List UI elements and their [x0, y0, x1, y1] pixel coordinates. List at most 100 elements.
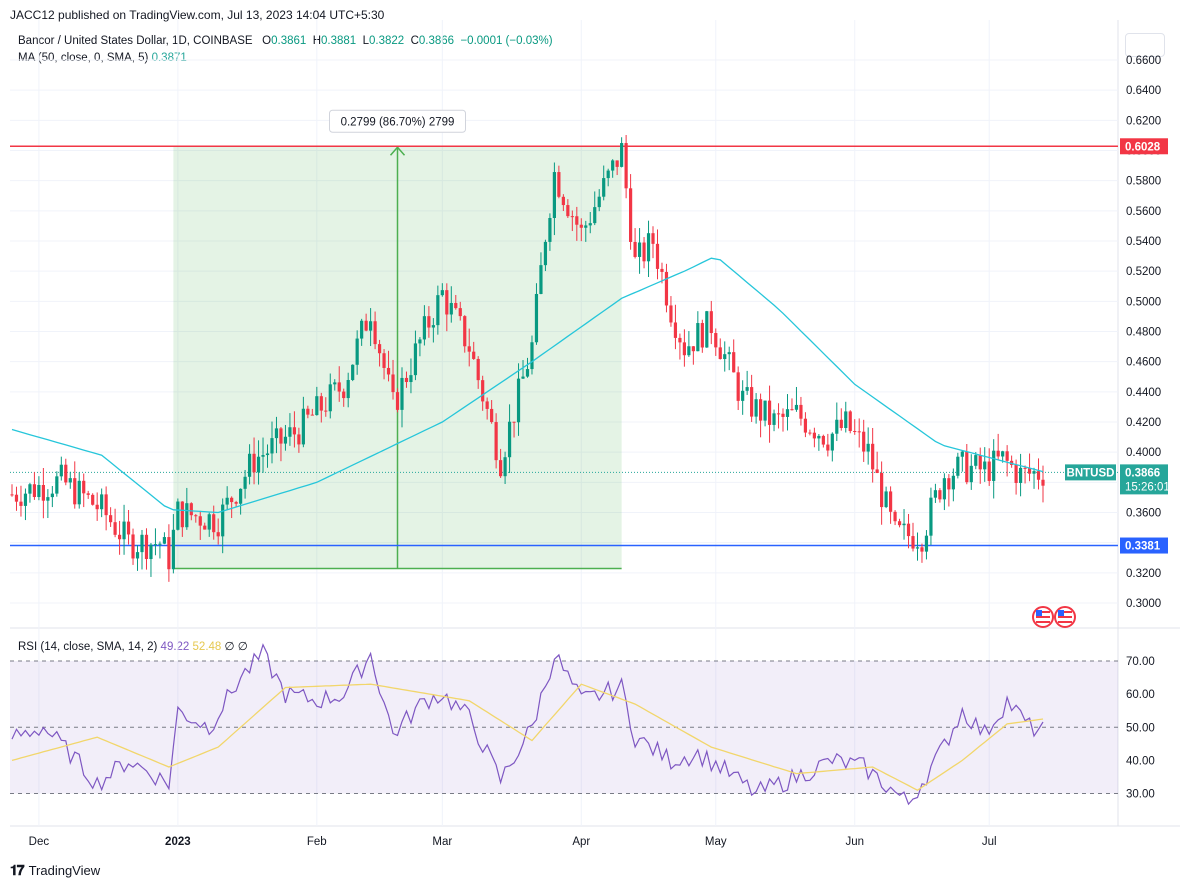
candle-body	[445, 290, 449, 315]
price-tick-label: 0.3200	[1126, 568, 1161, 580]
price-tick-label: 0.5800	[1126, 176, 1161, 188]
price-line-badge-label: 0.3381	[1125, 541, 1161, 553]
candle-body	[884, 491, 888, 508]
candle-body	[131, 534, 135, 559]
price-tick-label: 0.5600	[1126, 206, 1161, 218]
candle-body	[41, 484, 45, 501]
candle-body	[969, 465, 973, 483]
time-tick-label: May	[705, 836, 727, 848]
candle-body	[754, 399, 758, 417]
candle-body	[512, 421, 516, 423]
candle-body	[633, 241, 637, 257]
candle-body	[758, 399, 763, 421]
last-price-label: 0.3866	[1125, 467, 1160, 479]
candle-body	[109, 515, 113, 523]
candle-body	[247, 453, 252, 477]
candle-body	[983, 461, 987, 470]
candle-body	[844, 411, 848, 428]
price-tick-label: 0.6600	[1126, 55, 1161, 67]
candle-body	[499, 460, 503, 477]
candle-body	[1018, 467, 1023, 483]
candle-body	[256, 456, 261, 473]
candle-body	[149, 544, 153, 560]
time-tick-label: Dec	[29, 836, 50, 848]
candle-body	[803, 418, 808, 433]
axes: 0.30000.32000.34000.36000.38000.40000.42…	[29, 55, 1170, 848]
price-lines[interactable]	[10, 145, 1118, 547]
candle-body	[10, 494, 14, 496]
price-tick-label: 0.6200	[1126, 115, 1161, 127]
candle-body	[696, 323, 700, 352]
candle-body	[37, 484, 41, 498]
candle-body	[579, 224, 583, 228]
candle-body	[897, 521, 902, 526]
candle-body	[476, 358, 480, 381]
measure-arrow-head	[389, 146, 406, 156]
scale-corner-button[interactable]	[1125, 33, 1165, 57]
candle-body	[46, 497, 50, 501]
candle-body	[252, 453, 256, 473]
candle-body	[221, 504, 225, 537]
candle-body	[64, 464, 68, 483]
candle-body	[790, 409, 794, 411]
candle-body	[767, 400, 772, 425]
candle-body	[651, 233, 655, 244]
candle-body	[369, 321, 373, 331]
rsi-pane	[10, 643, 1118, 806]
candle-body	[687, 346, 691, 356]
symbol-title[interactable]: Bancor / United States Dollar, 1D, COINB…	[18, 35, 253, 47]
candle-body	[14, 494, 19, 502]
candle-body	[646, 233, 651, 262]
candle-body	[709, 311, 713, 334]
price-tick-label: 0.4600	[1126, 357, 1161, 369]
ma-label: MA (50, close, 0, SMA, 5)	[18, 52, 149, 64]
candle-body	[467, 346, 471, 352]
open-label: O	[262, 35, 272, 47]
price-tick-label: 0.4200	[1126, 417, 1161, 429]
candle-body	[400, 377, 404, 410]
candle-body	[620, 143, 624, 167]
candle-body	[373, 321, 377, 345]
candle-body	[1001, 451, 1005, 457]
event-flags[interactable]	[1032, 606, 1076, 628]
candle-body	[230, 497, 234, 503]
candle-body	[826, 444, 830, 451]
candle-body	[301, 408, 305, 445]
price-tick-label: 0.3600	[1126, 508, 1161, 520]
price-tick-label: 0.5000	[1126, 296, 1161, 308]
candle-body	[395, 392, 400, 410]
candle-body	[28, 484, 32, 494]
price-tick-label: 0.4400	[1126, 387, 1161, 399]
footer-brand-label: TradingView	[28, 863, 101, 878]
candle-body	[839, 419, 843, 428]
flag-canton	[1036, 610, 1042, 616]
candle-body	[1036, 471, 1041, 480]
candle-body	[91, 494, 95, 505]
candle-body	[938, 490, 942, 500]
flag-stripe	[1036, 616, 1050, 618]
candle-body	[158, 543, 162, 545]
candle-body	[664, 271, 669, 306]
candle-body	[794, 404, 799, 410]
candle-body	[449, 302, 453, 315]
price-tick-label: 0.4000	[1126, 447, 1161, 459]
candle-body	[234, 502, 238, 504]
rsi-tick-label: 60.00	[1126, 689, 1155, 701]
candle-body	[73, 478, 77, 505]
candle-body	[857, 431, 861, 433]
candle-body	[615, 160, 619, 167]
candle-body	[552, 172, 556, 218]
candle-body	[23, 493, 28, 506]
candle-body	[463, 316, 467, 347]
countdown-label: 15:26:01	[1125, 481, 1170, 493]
candle-body	[360, 320, 364, 339]
candle-body	[848, 411, 852, 432]
footer-brand[interactable]: 𝟏𝟕 TradingView	[10, 862, 100, 879]
candle-body	[144, 534, 149, 560]
rsi-legend[interactable]: RSI (14, close, SMA, 14, 2) 49.22 52.48 …	[18, 639, 248, 653]
candle-body	[126, 521, 131, 535]
candle-body	[812, 432, 816, 439]
price-tick-label: 0.5200	[1126, 266, 1161, 278]
candle-body	[539, 265, 543, 294]
